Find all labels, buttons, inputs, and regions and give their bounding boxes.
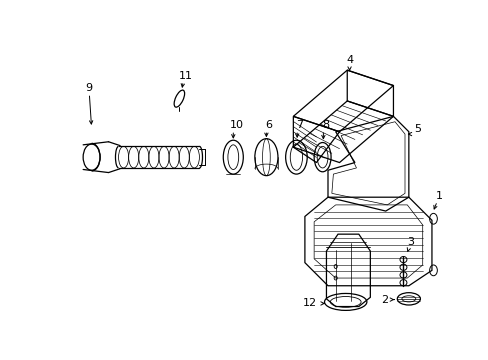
Text: 10: 10 bbox=[229, 120, 243, 130]
Text: 2: 2 bbox=[380, 294, 387, 305]
Text: 12: 12 bbox=[303, 298, 317, 309]
Text: 11: 11 bbox=[178, 71, 192, 81]
Text: 5: 5 bbox=[414, 125, 421, 134]
Text: 3: 3 bbox=[407, 237, 414, 247]
Text: 6: 6 bbox=[264, 120, 272, 130]
Text: 9: 9 bbox=[85, 83, 93, 93]
Text: 1: 1 bbox=[435, 191, 442, 201]
Text: 7: 7 bbox=[295, 120, 303, 130]
Text: 4: 4 bbox=[346, 55, 352, 65]
Text: 8: 8 bbox=[322, 120, 328, 130]
